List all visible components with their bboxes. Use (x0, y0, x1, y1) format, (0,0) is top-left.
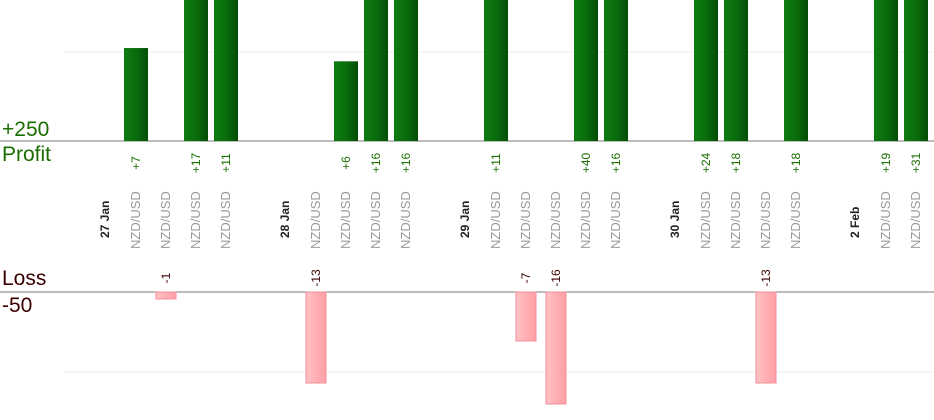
pair-label: NZD/USD (488, 191, 503, 249)
profit-value-label: +18 (729, 152, 743, 173)
profit-value-label: +31 (909, 152, 923, 173)
profit-value-label: +7 (129, 156, 143, 170)
pair-label: NZD/USD (578, 191, 593, 249)
pair-label: NZD/USD (518, 191, 533, 249)
loss-value-label: -1 (159, 272, 173, 283)
profit-bar (124, 48, 148, 141)
loss-bar (515, 291, 537, 342)
profit-value-label: +16 (369, 152, 383, 173)
profit-value-label: +24 (699, 152, 713, 173)
profit-bar (184, 0, 208, 142)
loss-bar (155, 291, 177, 300)
profit-bar (874, 0, 898, 142)
pair-label: NZD/USD (398, 191, 413, 249)
profit-value-label: +16 (399, 152, 413, 173)
profit-bar (364, 0, 388, 142)
profit-bar (394, 0, 418, 142)
pair-label: NZD/USD (158, 191, 173, 249)
profit-value-label: +16 (609, 152, 623, 173)
profit-value-label: +6 (339, 156, 353, 170)
pair-label: NZD/USD (608, 191, 623, 249)
loss-value-label: -13 (759, 269, 773, 287)
profit-value-label: +11 (219, 153, 233, 173)
pair-label: NZD/USD (128, 191, 143, 249)
date-label: 29 Jan (458, 201, 472, 238)
loss-bar (545, 291, 567, 405)
loss-value-label: -16 (549, 269, 563, 287)
profit-bar (484, 0, 508, 142)
date-label: 27 Jan (98, 201, 112, 238)
loss-axis-label: Loss (2, 267, 47, 290)
profit-bar (694, 0, 718, 141)
pair-label: NZD/USD (548, 191, 563, 249)
profit-bar (904, 0, 928, 141)
profit-value-label: +19 (879, 152, 893, 173)
profit-value-label: +17 (189, 152, 203, 173)
bars-layer (124, 0, 928, 405)
pair-label: NZD/USD (368, 191, 383, 249)
profit-bar (574, 0, 598, 141)
date-label: 30 Jan (668, 201, 682, 238)
pair-label: NZD/USD (188, 191, 203, 249)
profit-bar (604, 0, 628, 142)
loss-value-label: -13 (309, 269, 323, 287)
pair-label: NZD/USD (698, 191, 713, 249)
pair-label: NZD/USD (728, 191, 743, 249)
pair-label: NZD/USD (758, 191, 773, 249)
profit-axis-label: Profit (2, 143, 52, 166)
pair-label: NZD/USD (218, 191, 233, 249)
profit-bar (214, 0, 238, 142)
date-label: 28 Jan (278, 201, 292, 238)
profit-scale-value: +250 (2, 118, 50, 141)
pair-label: NZD/USD (338, 191, 353, 249)
pair-label: NZD/USD (908, 191, 923, 249)
pair-label: NZD/USD (308, 191, 323, 249)
profit-value-label: +18 (789, 152, 803, 173)
loss-scale-value: -50 (2, 294, 33, 317)
profit-value-label: +40 (579, 152, 593, 173)
labels-layer: 27 Jan NZD/USD +7 NZD/USD -1 NZD/USD +17 NZD/US… (98, 152, 923, 286)
pair-label: NZD/USD (788, 191, 803, 249)
loss-bar (755, 291, 777, 384)
loss-bar (305, 291, 327, 384)
date-label: 2 Feb (848, 207, 862, 238)
profit-value-label: +11 (489, 153, 503, 173)
profit-bar (724, 0, 748, 142)
loss-value-label: -7 (519, 272, 533, 283)
profit-bar (784, 0, 808, 142)
profit-bar (334, 61, 358, 141)
pair-label: NZD/USD (878, 191, 893, 249)
